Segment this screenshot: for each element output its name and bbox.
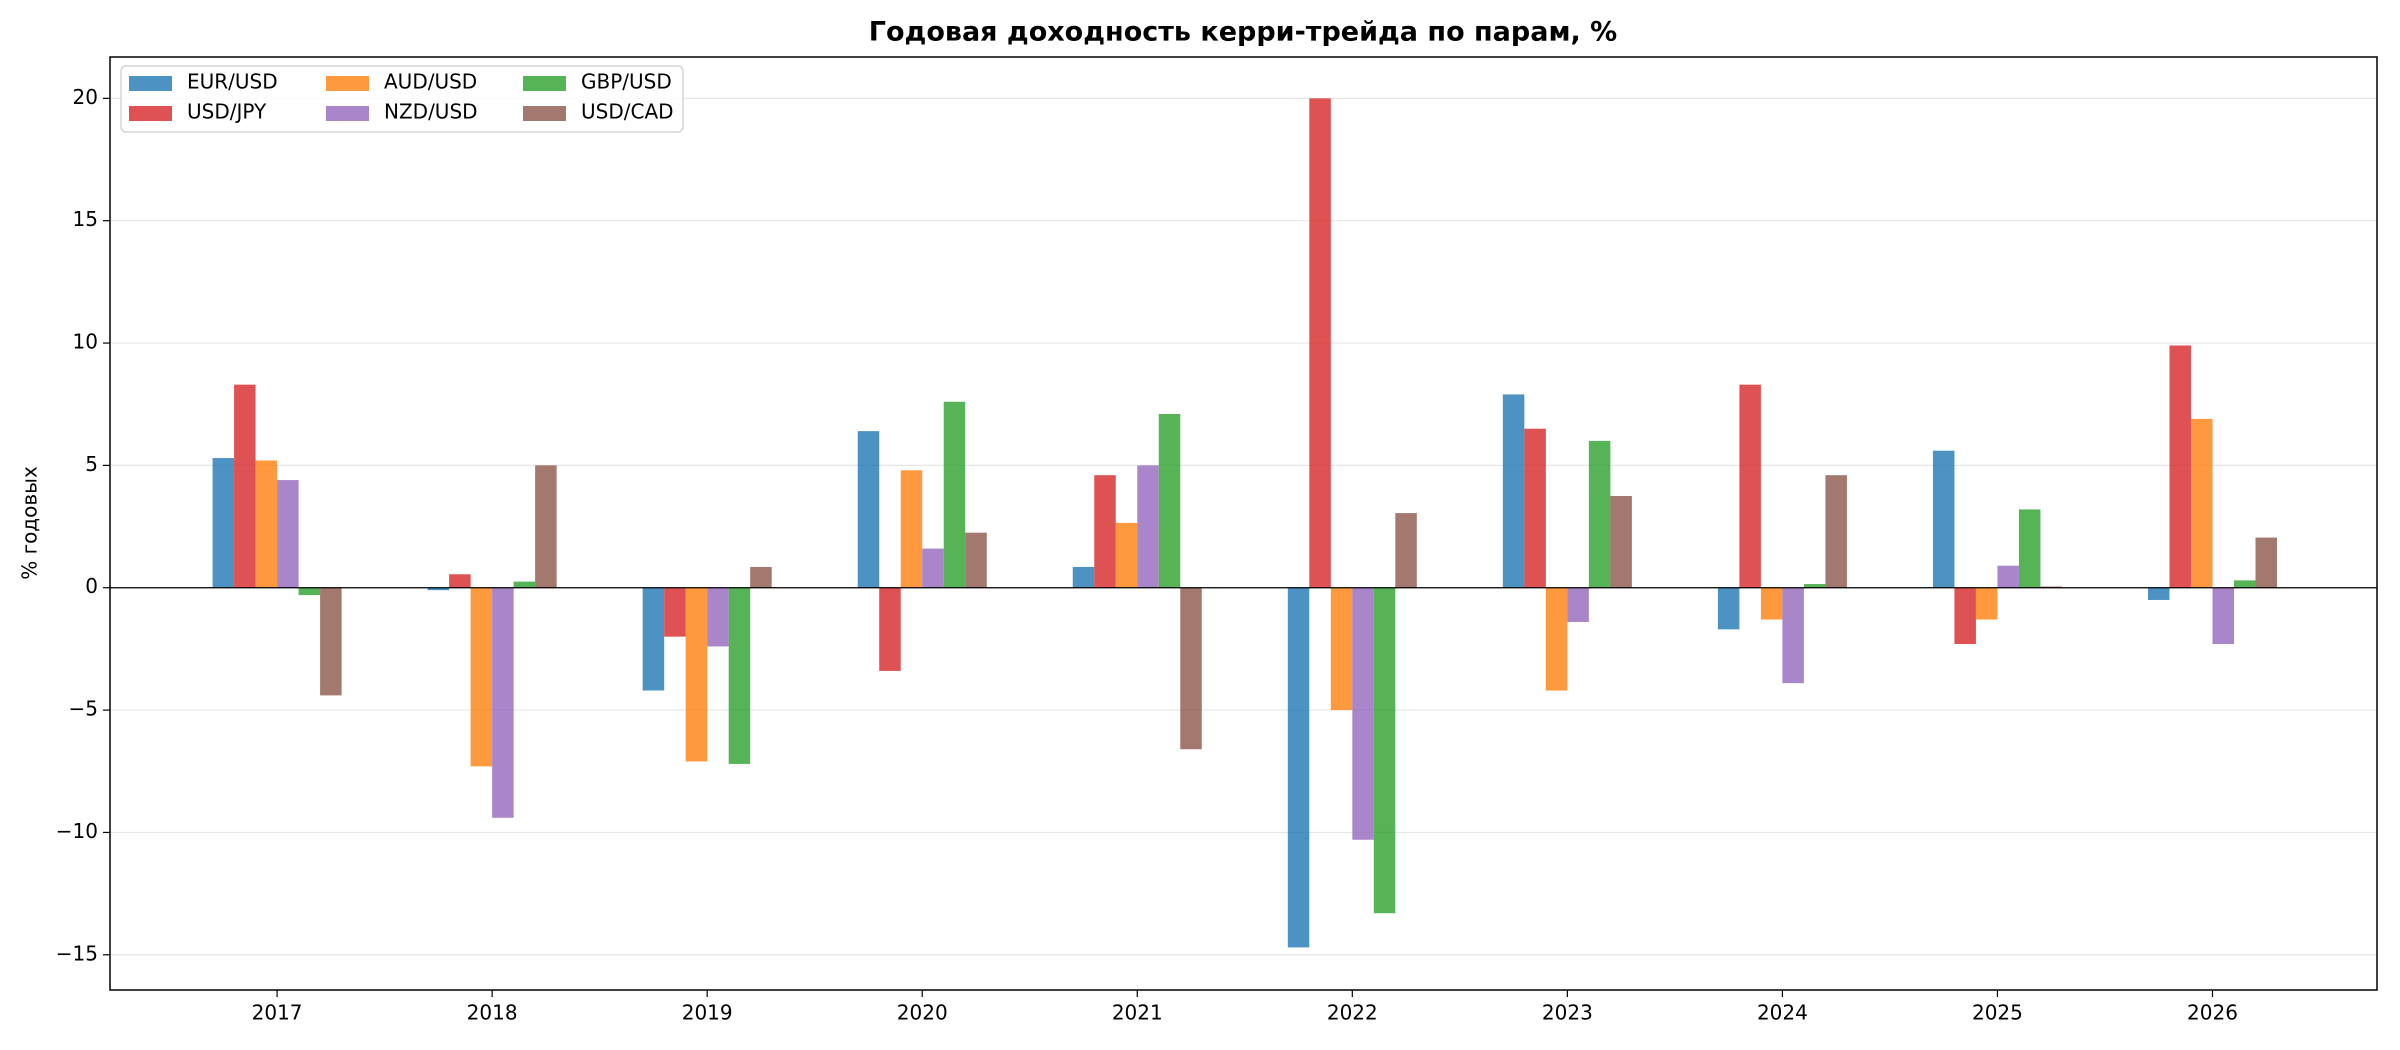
x-tick-label: 2021 <box>1112 1001 1163 1025</box>
bar <box>449 574 471 588</box>
bar <box>234 384 256 588</box>
y-tick-label: 0 <box>85 574 98 598</box>
bar <box>965 532 987 588</box>
bar <box>642 587 665 691</box>
bar <box>1803 584 1826 588</box>
y-tick-label: 5 <box>85 452 98 476</box>
legend-swatch <box>129 106 172 121</box>
bar <box>1760 587 1783 620</box>
legend-swatch <box>326 106 369 121</box>
bar <box>1932 450 1955 588</box>
x-tick-label: 2026 <box>2187 1001 2238 1025</box>
y-tick-label: −10 <box>56 819 98 843</box>
bar <box>1395 513 1417 588</box>
bar <box>1545 587 1568 691</box>
legend-label: NZD/USD <box>384 100 478 124</box>
legend-label: USD/JPY <box>187 100 267 124</box>
y-tick-label: 15 <box>73 207 98 231</box>
bar <box>1352 587 1374 840</box>
bar <box>255 460 278 588</box>
bar <box>707 587 729 647</box>
bar <box>212 458 235 588</box>
bar <box>1137 465 1159 588</box>
legend-label: EUR/USD <box>187 70 278 94</box>
legend: EUR/USD USD/JPY AUD/USD NZD/USD GBP/USD USD/C… <box>120 65 684 133</box>
bar <box>2147 587 2170 600</box>
bar <box>1610 495 1632 588</box>
x-tick-label: 2018 <box>467 1001 518 1025</box>
bar <box>470 587 493 767</box>
bar <box>1739 384 1761 588</box>
legend-swatch <box>523 106 566 121</box>
bar <box>685 587 708 762</box>
legend-label: AUD/USD <box>384 70 477 94</box>
bar <box>320 587 342 696</box>
bar <box>1975 587 1998 620</box>
bar <box>879 587 901 671</box>
bar <box>1567 587 1589 622</box>
bar <box>1588 440 1611 588</box>
bar <box>2018 509 2041 588</box>
bar <box>427 587 450 591</box>
legend-swatch <box>326 76 369 91</box>
bar <box>1524 428 1546 588</box>
bar <box>1072 566 1095 588</box>
bar <box>1309 98 1331 588</box>
bar <box>277 480 299 588</box>
bar <box>1158 414 1181 588</box>
bar <box>2190 418 2213 588</box>
bar <box>2255 537 2278 588</box>
bar <box>2233 580 2256 588</box>
bar <box>1115 522 1138 588</box>
x-tick-label: 2024 <box>1757 1001 1808 1025</box>
chart-title: Годовая доходность керри-трейда по парам… <box>869 17 1617 48</box>
legend-swatch <box>523 76 566 91</box>
bar <box>1825 475 1847 588</box>
legend-swatch <box>129 76 172 91</box>
bar <box>728 587 751 764</box>
y-axis-label: % годовых <box>18 466 42 580</box>
bar <box>922 548 944 588</box>
y-tick-label: −5 <box>69 697 98 721</box>
bar <box>2040 586 2062 588</box>
bar <box>900 470 923 588</box>
legend-label: USD/CAD <box>581 100 674 124</box>
bar <box>1502 394 1525 588</box>
bar <box>1373 587 1396 914</box>
x-tick-label: 2017 <box>252 1001 303 1025</box>
bar <box>943 401 966 588</box>
x-tick-label: 2025 <box>1972 1001 2023 1025</box>
y-tick-label: −15 <box>56 941 98 965</box>
bar <box>1782 587 1804 684</box>
y-tick-label: 20 <box>73 85 98 109</box>
bar <box>2212 587 2234 645</box>
legend-label: GBP/USD <box>581 70 672 94</box>
bar <box>1717 587 1740 630</box>
bar <box>1330 587 1353 711</box>
bar <box>857 431 880 588</box>
bar <box>1094 475 1116 588</box>
x-tick-label: 2020 <box>897 1001 948 1025</box>
x-tick-label: 2022 <box>1327 1001 1378 1025</box>
bar <box>750 566 772 588</box>
plot-frame <box>109 56 2378 991</box>
bar <box>2169 345 2191 588</box>
bar <box>513 581 536 588</box>
x-tick-label: 2023 <box>1542 1001 1593 1025</box>
bar <box>535 465 557 588</box>
bar <box>1954 587 1976 645</box>
x-tick-label: 2019 <box>682 1001 733 1025</box>
bar <box>298 587 321 596</box>
bar <box>1997 565 2019 588</box>
bar <box>492 587 514 818</box>
bar <box>1180 587 1202 750</box>
y-tick-label: 10 <box>73 330 98 354</box>
bar <box>1287 587 1310 948</box>
bar <box>664 587 686 637</box>
